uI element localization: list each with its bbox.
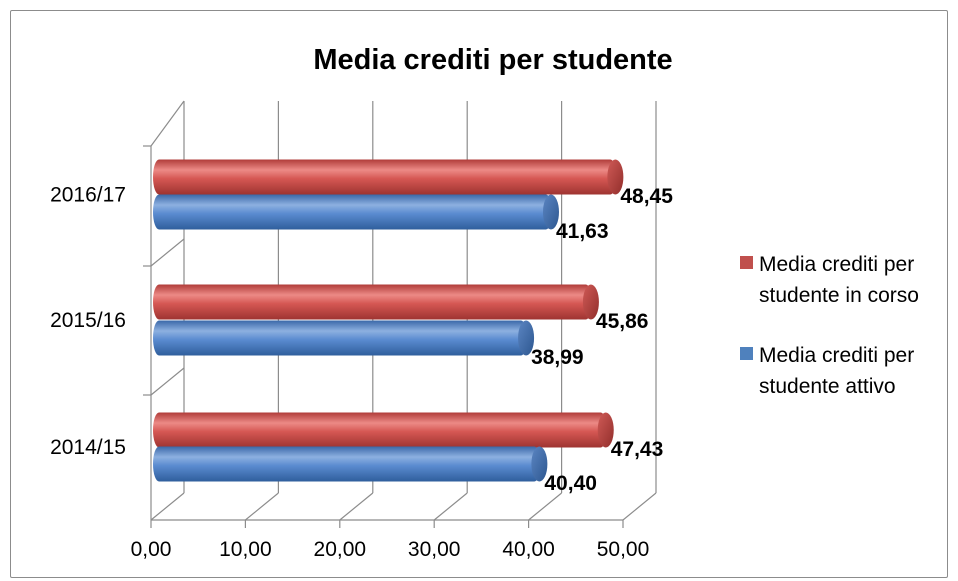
axes: 0,00 10,00 20,00 30,00 40,00 50,00 2014/15 2015… — [50, 145, 650, 561]
bar-in-corso — [153, 412, 614, 448]
floor-gridline — [528, 492, 562, 521]
data-labels: 47,43 40,40 45,86 38,99 48,45 41,63 — [531, 185, 673, 495]
legend-swatch — [740, 347, 753, 360]
legend-label: studente in corso — [759, 284, 919, 307]
floor-gridline — [339, 492, 374, 521]
floor-gridline — [622, 492, 657, 521]
bar-in-corso — [153, 159, 624, 195]
x-tick-label: 0,00 — [131, 538, 172, 561]
floor-gridline — [150, 492, 185, 521]
bar-cap — [597, 412, 614, 448]
category-label: 2014/15 — [50, 436, 126, 459]
chart-frame: Media crediti per studente 0,00 10,00 20,0… — [10, 10, 948, 578]
legend-label: studente attivo — [759, 375, 896, 398]
legend-entry: Media crediti per studente in corso — [740, 253, 919, 307]
floor-gridline — [150, 238, 185, 267]
bar-body — [153, 284, 592, 320]
data-label: 47,43 — [611, 438, 664, 461]
legend-entry: Media crediti per studente attivo — [740, 344, 914, 398]
bar-in-corso — [153, 284, 599, 320]
bar-attivo — [153, 446, 548, 482]
floor-gridline — [150, 367, 185, 396]
floor-gridline — [245, 492, 279, 521]
category-label: 2015/16 — [50, 309, 126, 332]
category-label: 2016/17 — [50, 184, 126, 207]
bar-cap — [531, 446, 548, 482]
legend-label: Media crediti per — [759, 253, 914, 276]
bar-cap — [582, 284, 599, 320]
legend-swatch — [740, 256, 753, 269]
bar-cap — [542, 194, 559, 230]
x-tick-label: 10,00 — [219, 538, 272, 561]
floor-gridline — [433, 492, 468, 521]
bars — [153, 159, 624, 482]
wall-edge — [150, 100, 185, 147]
x-tick-label: 40,00 — [502, 538, 555, 561]
bar-body — [153, 446, 541, 482]
x-tick-label: 50,00 — [597, 538, 650, 561]
bar-cap — [518, 320, 535, 356]
bar-attivo — [153, 320, 535, 356]
bar-body — [153, 194, 552, 230]
chart: Media crediti per studente 0,00 10,00 20,0… — [50, 44, 919, 561]
x-tick-label: 20,00 — [314, 538, 367, 561]
x-tick-label: 30,00 — [408, 538, 461, 561]
bar-body — [153, 159, 617, 195]
bar-body — [153, 320, 528, 356]
data-label: 45,86 — [596, 310, 649, 333]
bar-body — [153, 412, 607, 448]
data-label: 38,99 — [531, 346, 584, 369]
bar-cap — [607, 159, 624, 195]
data-label: 48,45 — [620, 185, 673, 208]
data-label: 41,63 — [556, 220, 609, 243]
legend-label: Media crediti per — [759, 344, 914, 367]
data-label: 40,40 — [544, 472, 597, 495]
chart-title: Media crediti per studente — [313, 44, 672, 76]
bar-attivo — [153, 194, 559, 230]
